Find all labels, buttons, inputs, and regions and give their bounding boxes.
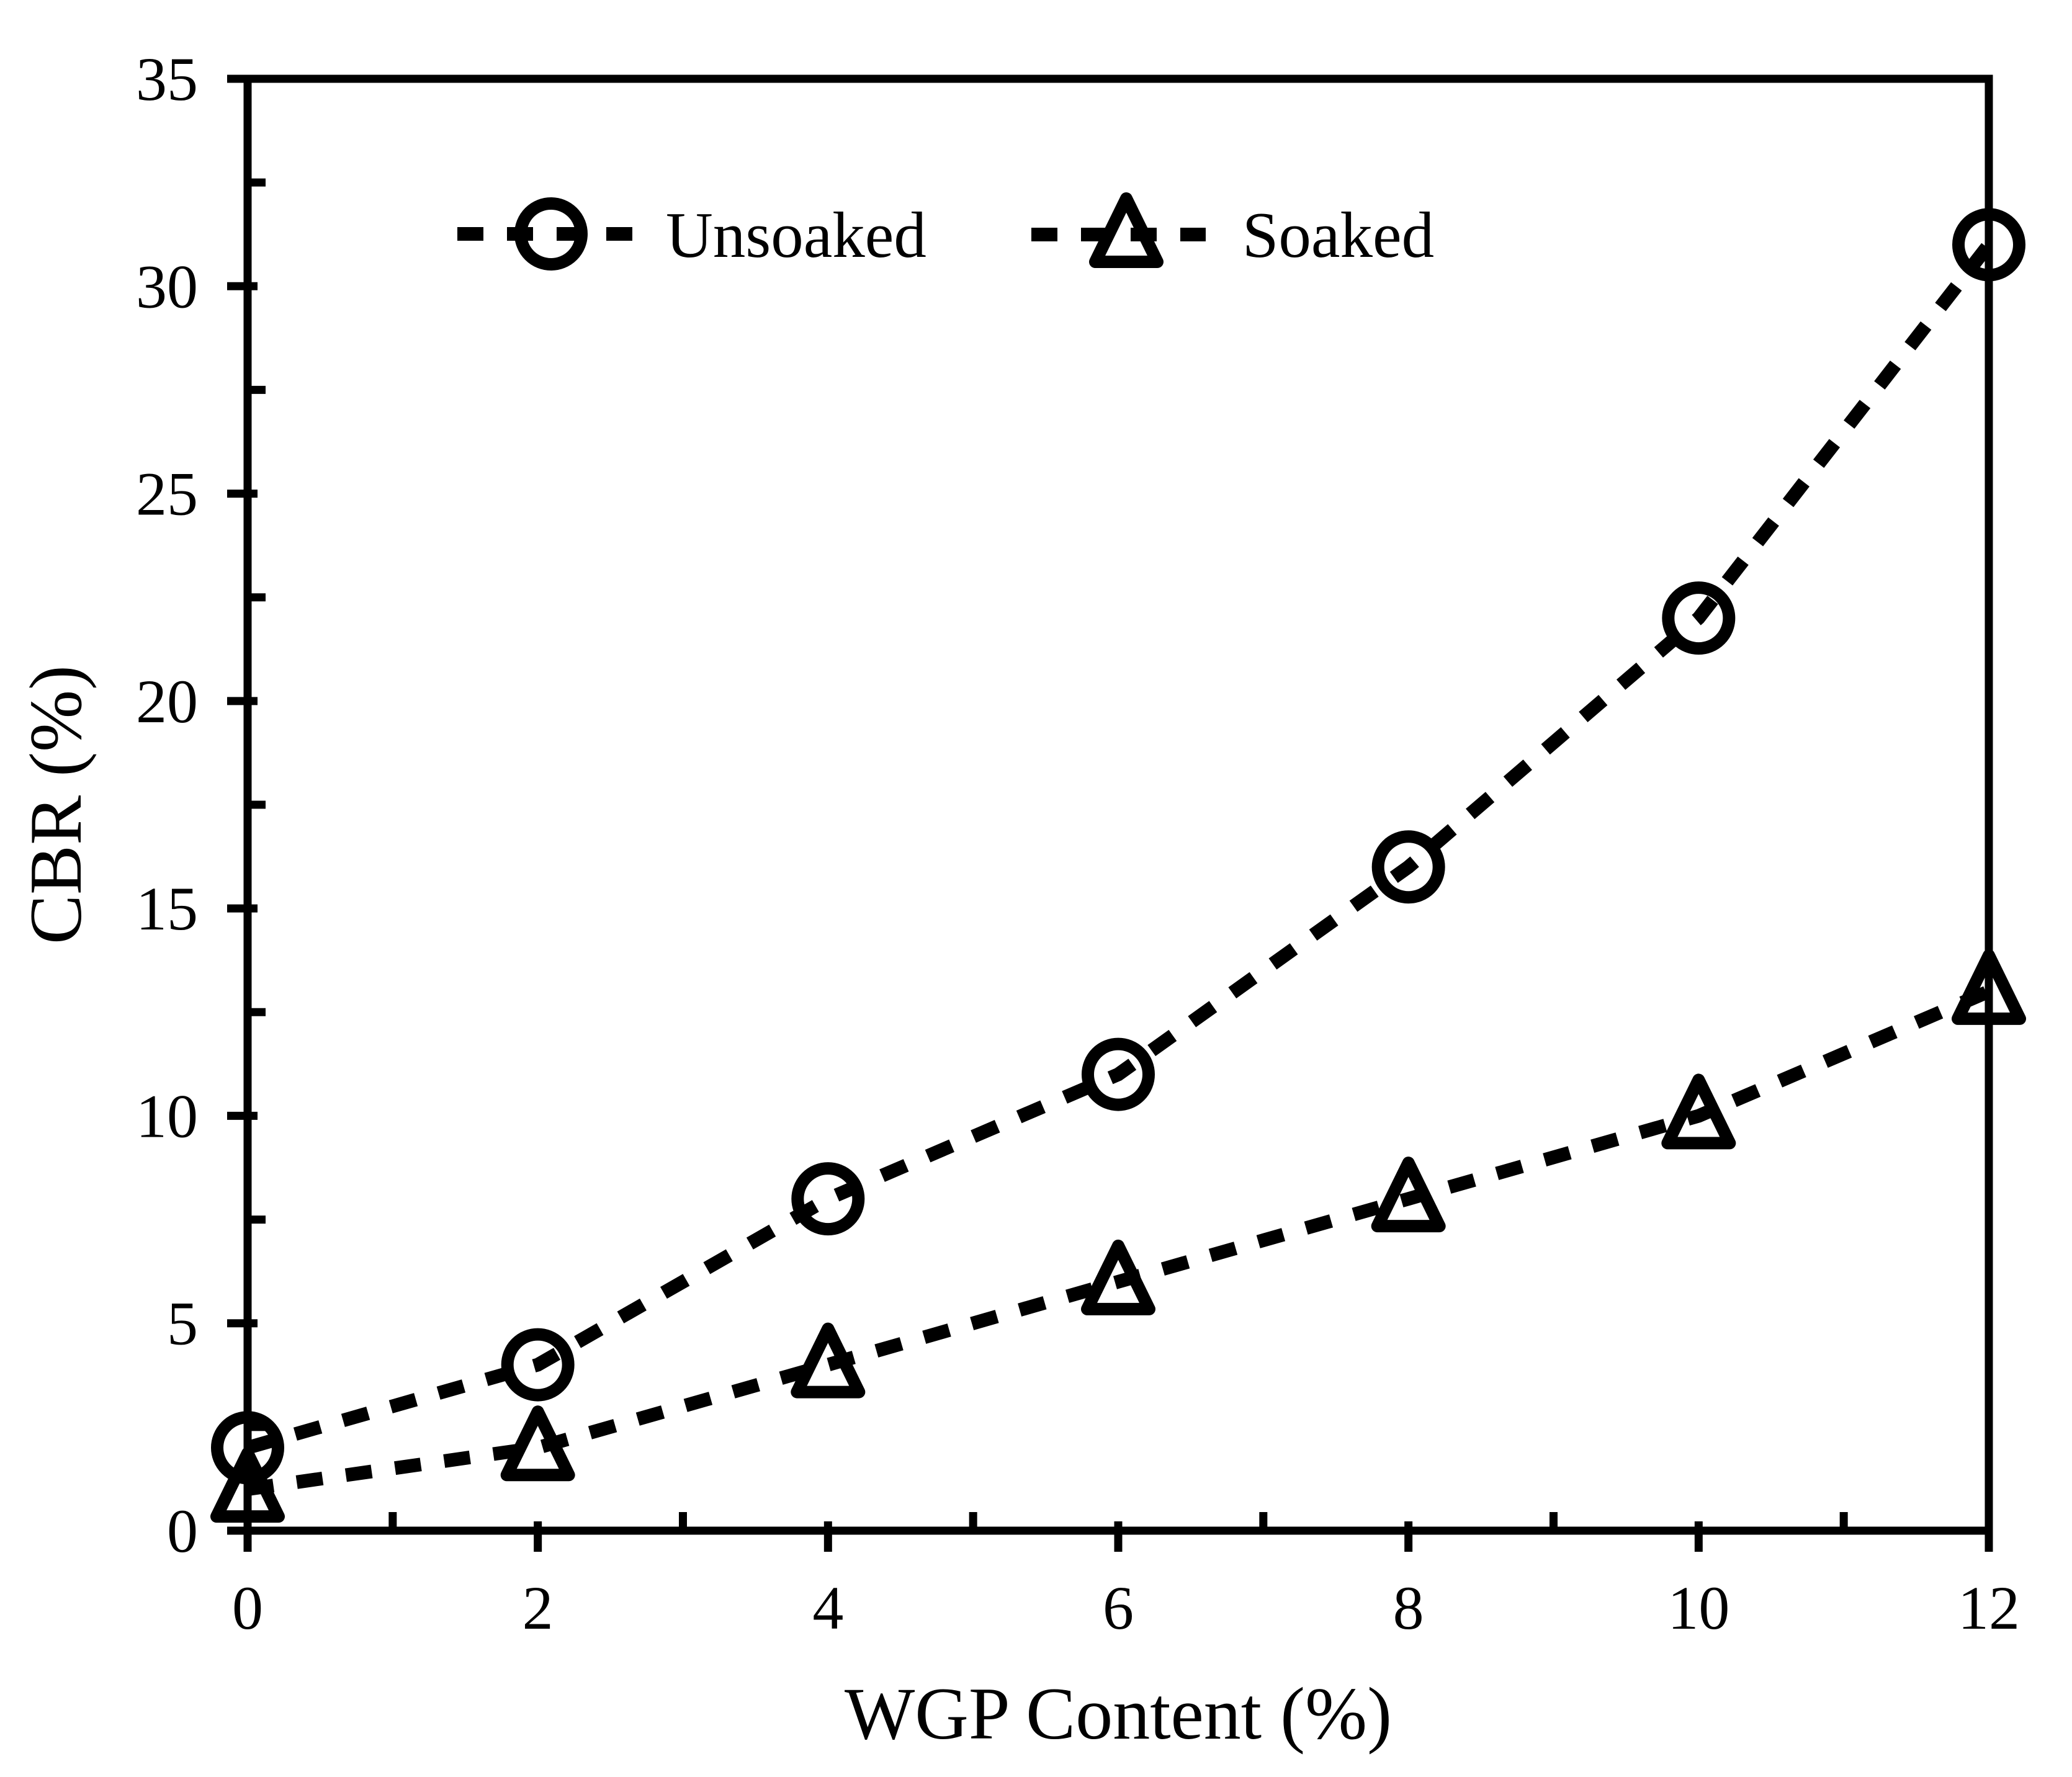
unsoaked-line [245,240,1994,1454]
x-tick-label: 2 [522,1573,554,1642]
unsoaked-legend-symbol [514,197,588,271]
soaked-line [246,985,1992,1497]
legend-label-soaked: Soaked [1242,199,1434,271]
y-tick-label: 10 [136,1081,198,1150]
soaked-marker [210,1447,285,1523]
soaked-marker [1952,949,2026,1025]
soaked-marker [1081,1239,1155,1315]
x-tick-label: 12 [1958,1573,2020,1642]
legend-marker-unsoaked [457,197,633,271]
x-tick-label: 0 [232,1573,263,1642]
legend: Unsoaked Soaked [457,192,1434,271]
legend-marker-soaked [1031,192,1206,268]
unsoaked-marker [1662,581,1736,655]
soaked-legend-symbol [1089,192,1164,268]
series-layer [210,208,2026,1523]
unsoaked-marker [211,1411,284,1485]
x-tick-label: 10 [1667,1573,1729,1642]
unsoaked-marker [1371,830,1445,904]
unsoaked-marker [791,1162,865,1236]
y-tick-label: 35 [136,45,198,114]
y-tick-label: 0 [167,1497,198,1565]
y-tick-label: 25 [136,460,198,529]
unsoaked-marker [501,1328,575,1402]
soaked-marker [1661,1073,1736,1150]
unsoaked-marker [1082,1037,1155,1111]
axes-layer: 0 2 4 6 8 10 12 0 5 10 15 20 25 30 35 [136,45,2020,1642]
unsoaked-marker [1952,208,2025,282]
y-axis-title: CBR (%) [14,665,97,944]
x-axis-title: WGP Content (%) [845,1672,1392,1755]
x-tick-label: 4 [812,1573,843,1642]
soaked-marker [500,1405,575,1482]
x-tick-label: 6 [1103,1573,1134,1642]
soaked-marker [791,1322,866,1399]
y-tick-label: 15 [136,874,198,943]
legend-label-unsoaked: Unsoaked [666,199,926,271]
y-tick-label: 30 [136,252,198,321]
y-tick-label: 20 [136,667,198,736]
y-tick-label: 5 [167,1289,198,1358]
soaked-marker [1371,1157,1446,1233]
x-tick-label: 8 [1393,1573,1424,1642]
